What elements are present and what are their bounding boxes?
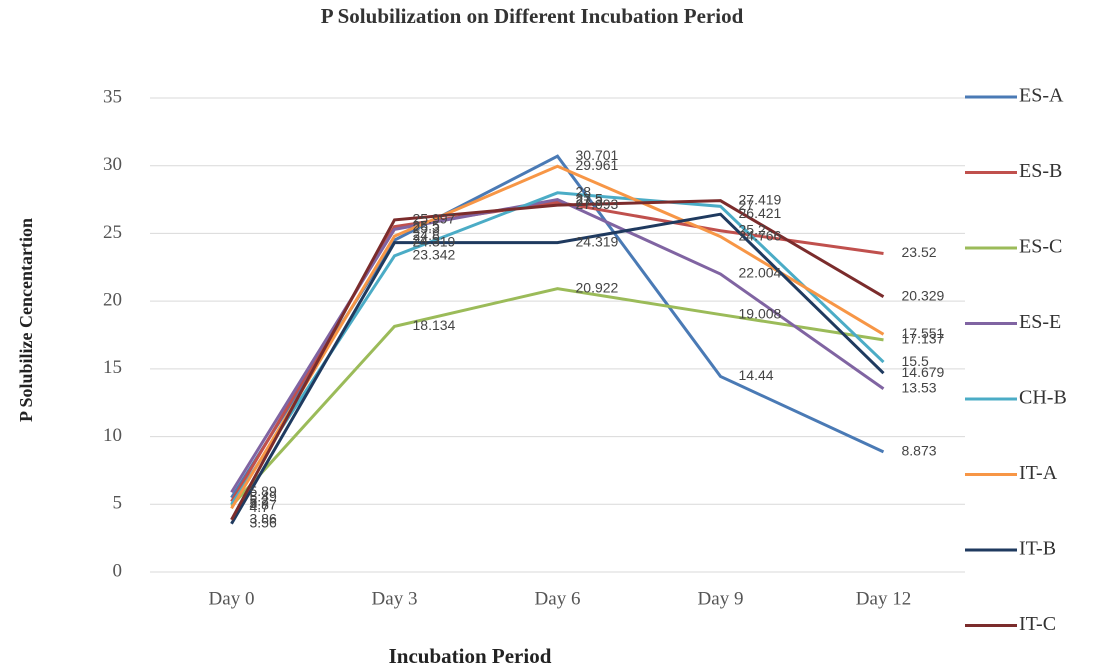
y-tick-label: 10 [103,425,122,446]
y-tick-label: 25 [103,222,122,243]
data-label: 27.5 [576,190,603,206]
series-line [230,200,884,503]
x-tick-label: Day 12 [856,588,911,609]
data-label: 24.319 [576,233,619,249]
data-label: 27 [739,197,755,213]
data-label: 24.5 [413,231,440,247]
chart-title: P Solubilization on Different Incubation… [321,4,744,28]
data-label: 14.44 [739,367,774,383]
data-label: 27.3 [576,193,603,209]
data-label: 25.5 [413,217,440,233]
data-label: 13.53 [902,379,937,395]
y-tick-label: 20 [103,290,122,311]
legend-label: ES-C [1019,236,1062,258]
data-label: 27.093 [576,196,619,212]
data-label: 24.319 [413,233,456,249]
data-label: 8.873 [902,443,937,459]
data-label: 23.52 [902,244,937,260]
legend-label: CH-B [1019,387,1067,409]
data-label: 30.701 [576,147,619,163]
series-line [230,154,885,499]
y-axis-title: P Solubilize Cencentartion [16,218,36,422]
data-label: 3.56 [250,514,277,530]
y-tick-label: 0 [113,560,123,581]
x-tick-label: Day 3 [372,588,418,609]
legend-label: ES-E [1019,311,1061,333]
data-label: 20.922 [576,279,619,295]
x-tick-label: Day 6 [535,588,581,609]
legend-label: ES-B [1019,160,1062,182]
series-line [230,212,885,525]
data-label: 27.419 [739,191,782,207]
data-label: 19.008 [739,305,782,321]
y-tick-label: 35 [103,86,122,107]
data-label: 4.87 [250,497,277,513]
data-label: 14.679 [902,364,945,380]
data-label: 5.89 [250,483,277,499]
series-line [230,287,884,508]
legend-label: IT-C [1019,613,1056,635]
data-label: 23.342 [413,247,456,263]
data-label: 24.766 [739,227,782,243]
data-label: 17.551 [902,325,945,341]
series-line [230,199,885,521]
data-label: 25.3 [413,220,440,236]
data-label: 24.8 [413,227,440,243]
y-tick-label: 5 [113,493,123,514]
y-tick-label: 30 [103,154,122,175]
data-label: 5.2 [250,492,270,508]
legend-label: IT-A [1019,462,1058,484]
x-tick-label: Day 0 [209,588,255,609]
data-label: 26.421 [739,205,782,221]
data-label: 18.134 [413,317,456,333]
data-label: 22.004 [739,265,782,281]
data-label: 25.2 [739,221,766,237]
legend-label: ES-A [1019,85,1064,107]
data-label: 17.137 [902,331,945,347]
data-label: 3.86 [250,510,277,526]
data-label: 4.7 [250,499,270,515]
data-label: 5 [250,495,258,511]
legend-label: IT-B [1019,538,1056,560]
x-axis-title: Incubation Period [389,644,552,668]
data-label: 25.997 [413,211,456,227]
y-tick-label: 15 [103,357,122,378]
x-tick-label: Day 9 [698,588,744,609]
data-label: 5.49 [250,488,277,504]
data-label: 28 [576,184,592,200]
data-label: 20.329 [902,287,945,303]
data-label: 15.5 [902,353,929,369]
data-label: 29.961 [576,157,619,173]
